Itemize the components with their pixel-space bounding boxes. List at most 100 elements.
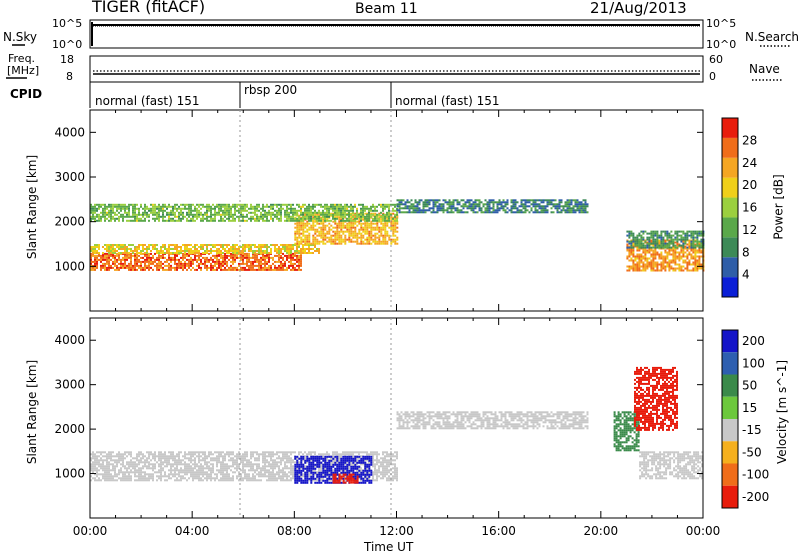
velocity-cell-0 xyxy=(184,461,186,464)
power-cell-4 xyxy=(430,199,433,202)
power-cell-3 xyxy=(214,205,216,208)
power-cell-0 xyxy=(122,266,124,269)
velocity-cell-0 xyxy=(192,453,194,456)
velocity-cell-0 xyxy=(220,473,222,476)
nsky-tick-bottom: 10^0 xyxy=(52,38,83,51)
power-cell-1 xyxy=(132,244,134,246)
power-cell-0 xyxy=(208,252,210,255)
power-cell-1 xyxy=(112,246,114,248)
power-cell-4 xyxy=(426,199,429,202)
power-cell-2 xyxy=(380,222,383,225)
power-cell-3 xyxy=(244,203,246,206)
velocity-cell-0 xyxy=(116,459,118,462)
power-cell-4 xyxy=(414,199,417,202)
power-cell-3 xyxy=(232,217,234,220)
velocity-cell-0 xyxy=(276,473,278,476)
power-cell-5 xyxy=(648,263,651,266)
power-cell-3 xyxy=(144,219,146,222)
power-cell-6 xyxy=(668,236,671,239)
power-cell-3 xyxy=(96,215,98,218)
power-cell-2 xyxy=(318,222,321,225)
power-cell-2 xyxy=(370,226,373,229)
velocity-cell-0 xyxy=(172,457,174,460)
power-cell-0 xyxy=(290,262,292,265)
power-cell-2 xyxy=(362,236,365,239)
velocity-cell-0 xyxy=(108,467,110,470)
power-cell-6 xyxy=(632,234,635,237)
power-cell-3 xyxy=(278,219,280,222)
power-cell-3 xyxy=(394,213,396,216)
velocity-cell-0 xyxy=(246,451,248,454)
power-cell-3 xyxy=(246,213,248,216)
power-cell-2 xyxy=(334,234,337,237)
power-cell-5 xyxy=(654,261,657,264)
power-cell-4 xyxy=(574,211,577,214)
power-cell-0 xyxy=(228,254,230,257)
power-cell-6 xyxy=(668,242,671,245)
velocity-cell-0 xyxy=(256,463,258,466)
power-cell-3 xyxy=(312,203,314,206)
power-cell-3 xyxy=(344,219,346,222)
velocity-cell-0 xyxy=(204,463,206,466)
velocity-cell-0 xyxy=(124,479,126,482)
power-cell-2 xyxy=(386,230,389,233)
velocity-cell-0 xyxy=(236,467,238,470)
power-cell-3 xyxy=(162,203,164,206)
power-cell-0 xyxy=(246,262,248,265)
power-cell-1 xyxy=(98,252,100,254)
power-cell-3 xyxy=(122,207,124,210)
power-cell-4 xyxy=(460,205,463,208)
freq-panel-frame xyxy=(89,55,704,83)
power-cell-5 xyxy=(640,261,643,264)
power-cell-0 xyxy=(92,268,94,271)
power-cell-3 xyxy=(356,217,358,220)
power-cell-2 xyxy=(388,236,391,239)
power-cell-0 xyxy=(138,258,140,261)
power-cell-4 xyxy=(462,205,465,208)
velocity-cell-0 xyxy=(242,461,244,464)
power-cell-2 xyxy=(320,216,323,219)
velocity-cell-0 xyxy=(282,467,284,470)
power-cell-3 xyxy=(252,207,254,210)
power-cell-2 xyxy=(294,234,297,237)
power-cell-4 xyxy=(448,201,451,204)
velocity-cell-0 xyxy=(96,463,98,466)
velocity-cell-0 xyxy=(192,477,194,480)
power-cell-2 xyxy=(296,242,299,245)
power-cell-2 xyxy=(298,224,301,227)
velocity-cell-0 xyxy=(168,473,170,476)
power-cell-4 xyxy=(526,199,529,202)
power-cell-3 xyxy=(354,213,356,216)
power-cell-0 xyxy=(236,256,238,259)
velocity-cell-0 xyxy=(112,459,114,462)
power-cell-3 xyxy=(304,215,306,218)
power-cell-3 xyxy=(136,203,138,206)
power-cell-2 xyxy=(366,230,369,233)
power-cell-0 xyxy=(290,264,292,267)
velocity-cell-0 xyxy=(184,473,186,476)
velocity-cell-0 xyxy=(234,463,236,466)
power-cell-3 xyxy=(312,205,314,208)
power-cell-5 xyxy=(690,255,693,258)
velocity-cell-0 xyxy=(156,461,158,464)
velocity-cell-0 xyxy=(256,467,258,470)
velocity-cell-0 xyxy=(222,455,224,458)
power-cell-1 xyxy=(176,252,178,254)
velocity-cell-0 xyxy=(274,453,276,456)
velocity-cell-0 xyxy=(150,453,152,456)
velocity-cell-0 xyxy=(112,455,114,458)
power-cell-1 xyxy=(198,250,200,252)
power-cell-3 xyxy=(370,215,372,218)
velocity-cell-0 xyxy=(178,453,180,456)
power-cell-5 xyxy=(644,265,647,268)
power-cell-4 xyxy=(480,209,483,212)
power-cell-0 xyxy=(104,252,106,255)
power-cell-4 xyxy=(546,209,549,212)
velocity-cell-0 xyxy=(186,465,188,468)
velocity-cell-0 xyxy=(130,459,132,462)
power-cell-4 xyxy=(492,207,495,210)
power-cell-1 xyxy=(108,246,110,248)
velocity-cell-0 xyxy=(216,469,218,472)
power-cell-2 xyxy=(382,234,385,237)
power-cell-2 xyxy=(342,232,345,235)
